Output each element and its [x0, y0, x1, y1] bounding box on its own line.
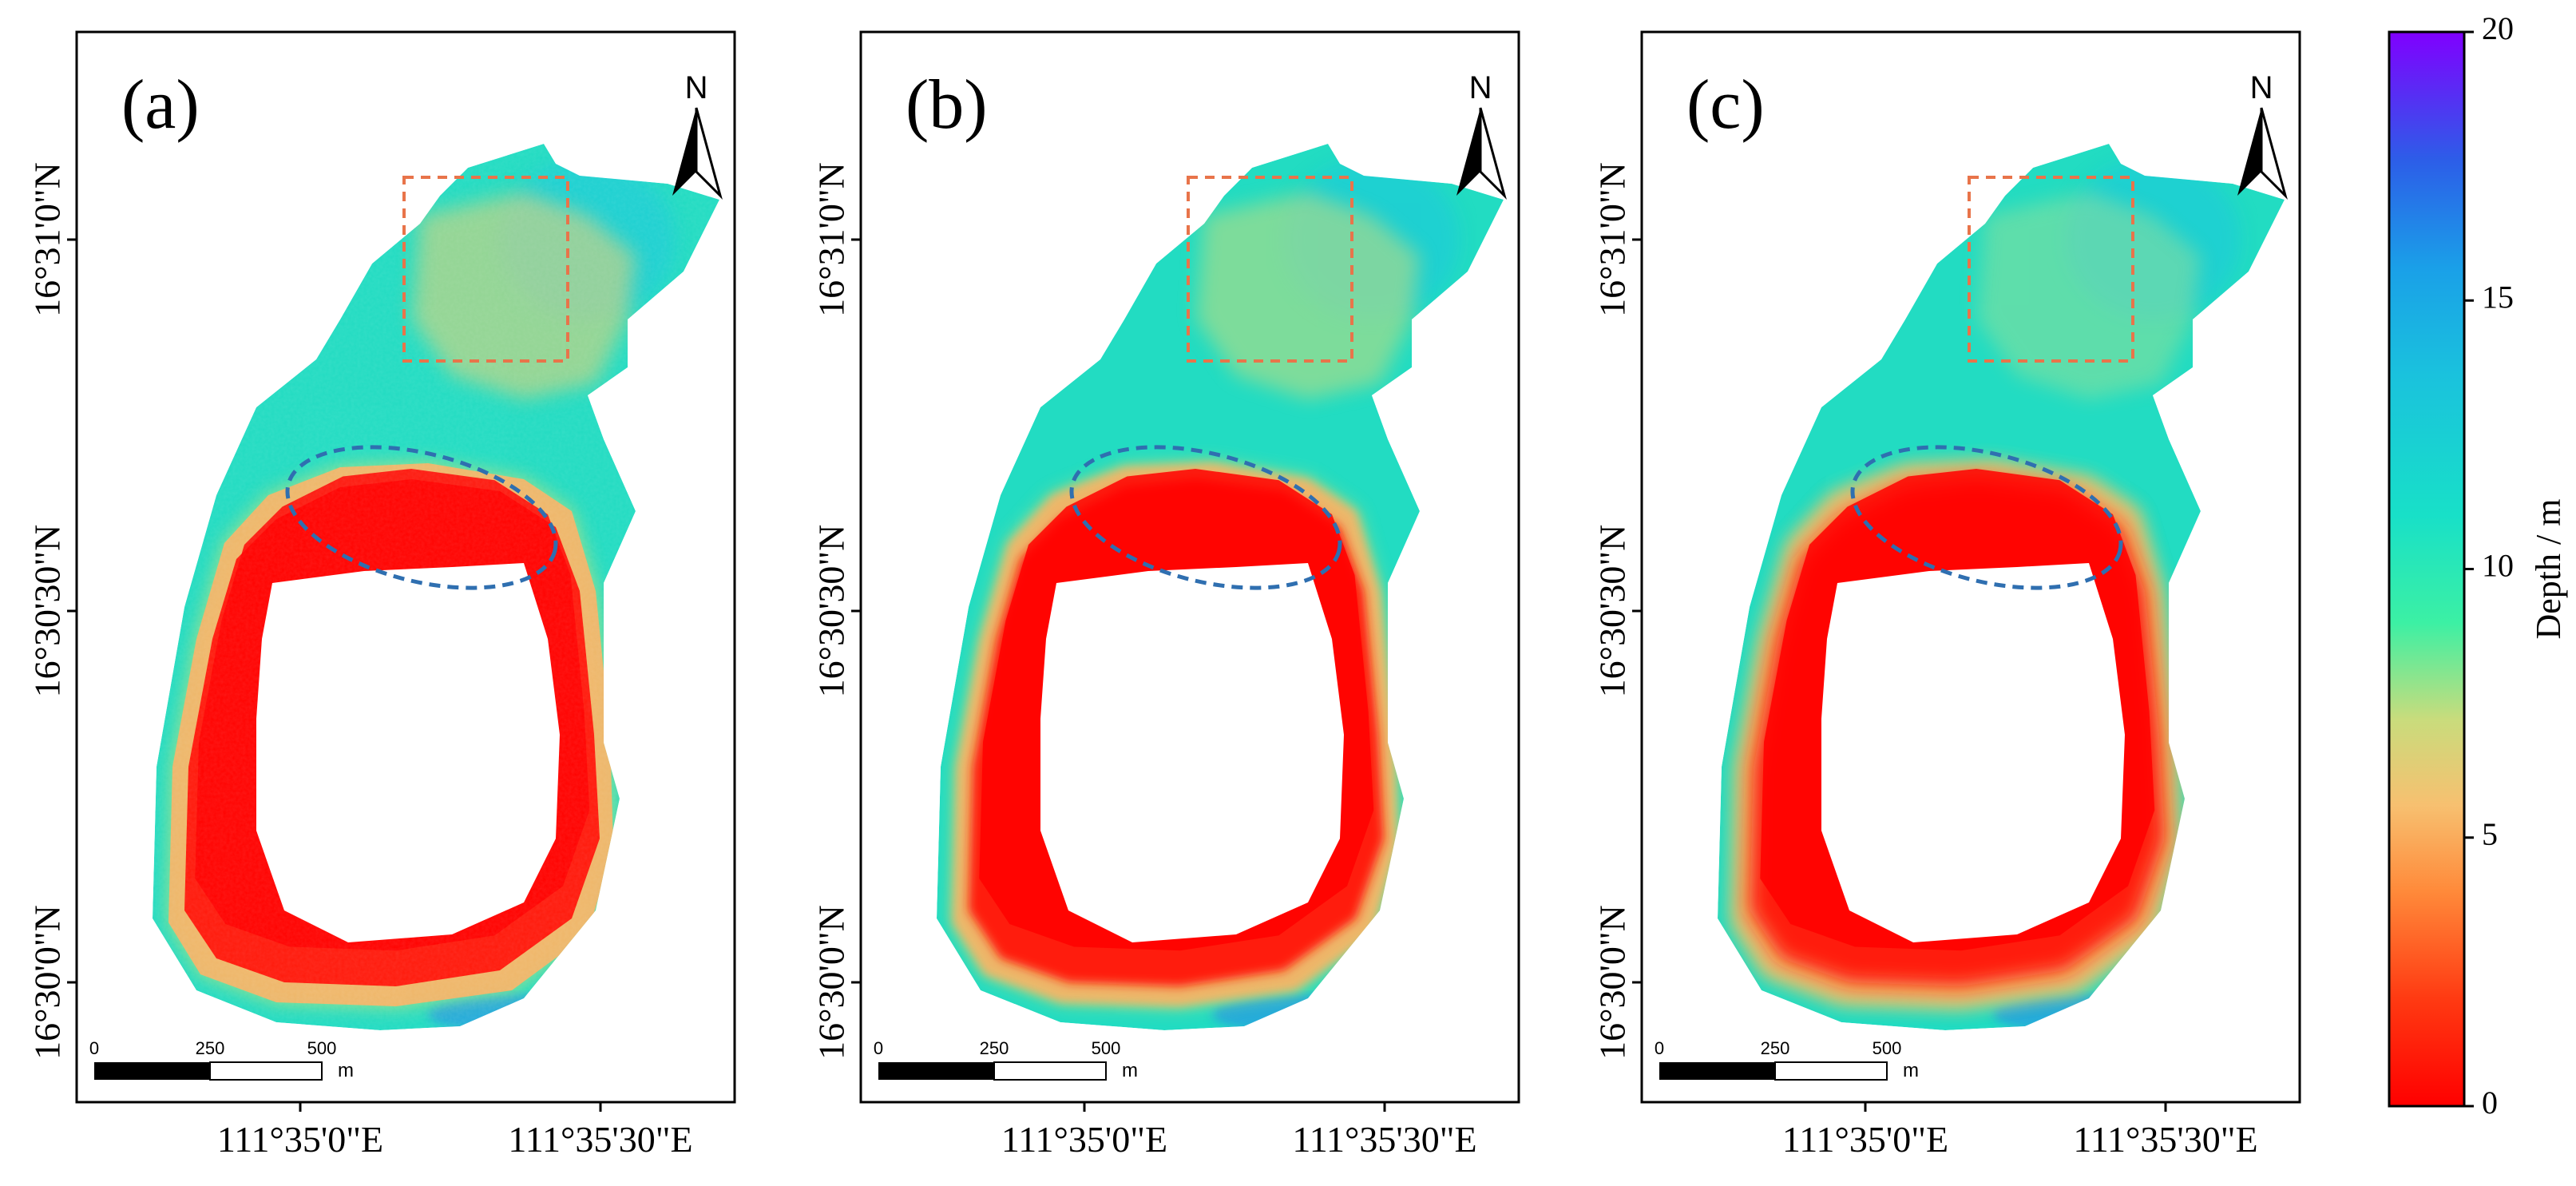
scale-tick-label: 250 [980, 1038, 1009, 1058]
lat-label: 16°30'0"N [27, 905, 68, 1060]
deep-patch-south [1212, 994, 1404, 1030]
colorbar-tick-label: 15 [2482, 279, 2514, 315]
lat-label: 16°30'0"N [811, 905, 852, 1060]
north-arrow-icon: N [2237, 70, 2288, 200]
lagoon [1821, 563, 2125, 942]
highlight-box [1187, 176, 1353, 363]
shallow-patch [1977, 192, 2201, 399]
lagoon [256, 563, 560, 942]
scale-unit: m [1903, 1060, 1919, 1081]
panel-frame [75, 30, 736, 1104]
panel-label: (b) [906, 66, 988, 144]
colorbar-tick-label: 10 [2482, 548, 2514, 584]
highlight-ellipse [1850, 445, 2123, 590]
lon-label: 111°35'30"E [508, 1119, 692, 1160]
deep-patch-south [1993, 994, 2185, 1030]
highlight-box [1968, 176, 2134, 363]
lon-label: 111°35'0"E [1782, 1119, 1948, 1160]
lon-label: 111°35'0"E [217, 1119, 383, 1160]
colorbar-tick-label: 0 [2482, 1085, 2498, 1121]
scale-unit: m [1122, 1060, 1138, 1081]
scale-tick-label: 0 [1655, 1038, 1664, 1058]
panel-label: (a) [121, 66, 200, 144]
colorbar-tick-label: 5 [2482, 816, 2498, 852]
scale-tick-label: 500 [307, 1038, 337, 1058]
colorbar-gradient [2388, 30, 2466, 1108]
north-arrow-icon: N [672, 70, 723, 200]
lat-label: 16°31'0"N [1592, 162, 1633, 317]
scale-unit: m [338, 1060, 354, 1081]
lon-label: 111°35'0"E [1001, 1119, 1167, 1160]
lat-label: 16°30'30"N [811, 525, 852, 698]
lat-label: 16°30'0"N [1592, 905, 1633, 1060]
lat-label: 16°31'0"N [811, 162, 852, 317]
north-label: N [1469, 70, 1492, 105]
scale-tick-label: 0 [874, 1038, 883, 1058]
lon-label: 111°35'30"E [1292, 1119, 1476, 1160]
shallow-patch [1196, 192, 1420, 399]
lat-label: 16°30'30"N [1592, 525, 1633, 698]
scale-tick-label: 500 [1873, 1038, 1902, 1058]
colorbar: 0 5 10 15 20 Depth / m [2388, 10, 2568, 1121]
lon-label: 111°35'30"E [2073, 1119, 2257, 1160]
north-label: N [2250, 70, 2273, 105]
north-label: N [685, 70, 708, 105]
scale-tick-label: 250 [1761, 1038, 1790, 1058]
map-panel-2: 16°31'0"N 16°30'30"N 16°30'0"N 111°35'0"E 11… [811, 30, 1520, 1160]
highlight-ellipse [1069, 445, 1342, 590]
scale-tick-label: 250 [196, 1038, 225, 1058]
highlight-box [402, 176, 569, 363]
lat-label: 16°31'0"N [27, 162, 68, 317]
panel-frame [1640, 30, 2301, 1104]
map-panel-1: 16°31'0"N 16°30'30"N 16°30'0"N 111°35'0"E 11… [27, 30, 736, 1160]
colorbar-tick-label: 20 [2482, 10, 2514, 46]
lat-label: 16°30'30"N [27, 525, 68, 698]
map-panel-3: 16°31'0"N 16°30'30"N 16°30'0"N 111°35'0"E 11… [1592, 30, 2301, 1160]
panel-label: (c) [1686, 66, 1765, 144]
lagoon [1040, 563, 1344, 942]
scale-tick-label: 0 [89, 1038, 99, 1058]
north-arrow-icon: N [1456, 70, 1507, 200]
scale-tick-label: 500 [1092, 1038, 1121, 1058]
colorbar-label: Depth / m [2529, 499, 2568, 640]
highlight-ellipse [285, 445, 558, 590]
panel-frame [859, 30, 1520, 1104]
